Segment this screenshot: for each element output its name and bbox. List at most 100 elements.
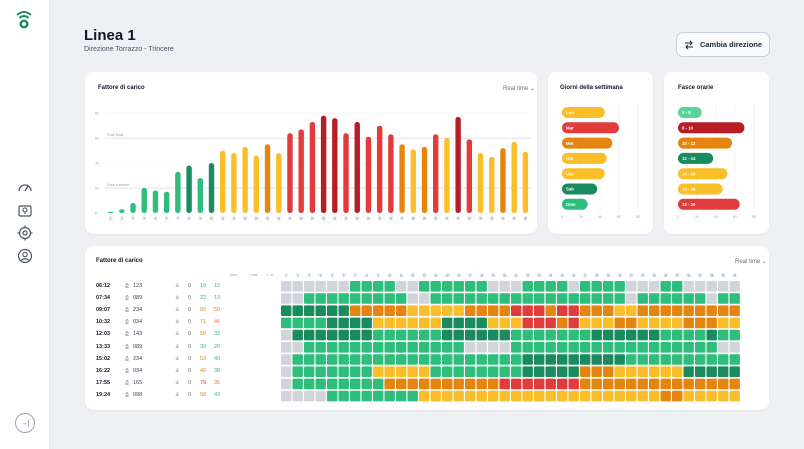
heatmap-cell: [511, 342, 522, 353]
heatmap-cell: [591, 390, 602, 402]
stop-label: 15: [446, 273, 449, 277]
max-load: 39: [200, 343, 207, 350]
change-direction-button[interactable]: Cambia direzione: [676, 32, 770, 57]
stop-marker: [287, 215, 293, 221]
load-bar: [421, 146, 428, 213]
heatmap-cell: [672, 305, 683, 316]
gauge-icon[interactable]: [16, 178, 34, 196]
load-bar: [320, 115, 327, 213]
stop-label: 7: [354, 273, 356, 277]
heatmap-cell: [637, 366, 648, 377]
stop-marker: [330, 272, 335, 278]
heatmap-cell: [453, 281, 464, 292]
passenger-icon: ♙: [175, 306, 180, 313]
heatmap-cell: [637, 342, 648, 353]
load-bar: [455, 116, 461, 213]
heatmap-cell: [522, 390, 533, 402]
heatmap-cell: [522, 317, 533, 329]
stop-label: 33: [468, 216, 471, 220]
load-factor-realtime-dropdown[interactable]: Real time ⌄: [503, 85, 535, 92]
page-title: Linea 1: [84, 27, 136, 44]
heatmap-cell: [384, 378, 395, 390]
stop-label: 29: [607, 273, 610, 277]
heatmap-cell: [350, 390, 361, 402]
column-header: pers.: [230, 273, 238, 277]
load-bar: [388, 134, 394, 213]
heatmap-cell: [637, 390, 648, 402]
stop-marker: [489, 215, 494, 221]
user-icon[interactable]: [16, 247, 34, 265]
heatmap-cell: [603, 305, 614, 316]
heatmap-cell: [499, 342, 510, 353]
x-tick-label: 20: [695, 215, 699, 219]
avg-load: 20: [214, 343, 221, 350]
stop-marker: [571, 272, 576, 278]
heatmap-cell: [603, 378, 614, 390]
bus-icon: ⎙: [125, 355, 130, 362]
heatmap-cell: [292, 329, 303, 341]
heatmap-cell: [419, 293, 430, 304]
heatmap-cell: [729, 281, 740, 292]
heatmap-cell: [304, 366, 315, 377]
heatmap-cell: [465, 342, 476, 353]
stop-marker: [422, 215, 427, 221]
heatmap-cell: [476, 329, 487, 341]
stop-marker: [537, 272, 542, 278]
heatmap-cell: [580, 342, 591, 353]
heatmap-cell: [315, 305, 326, 316]
stop-marker: [108, 215, 113, 221]
heatmap-cell: [419, 317, 430, 329]
heatmap-cell: [511, 305, 522, 316]
load-bar: [163, 191, 170, 213]
bus-icon: ⎙: [125, 294, 130, 301]
heatmap-cell: [568, 305, 579, 316]
max-load: 58: [200, 392, 207, 399]
stop-label: 21: [515, 273, 518, 277]
load-bar: [522, 151, 529, 213]
stop-marker: [709, 272, 714, 278]
heatmap-cell: [591, 342, 602, 353]
heatmap-cell: [614, 293, 625, 304]
heatmap-cell: [373, 317, 384, 329]
max-load: 80: [200, 306, 207, 313]
load-bar: [186, 165, 192, 213]
target-icon[interactable]: [16, 224, 34, 242]
stop-marker: [523, 215, 528, 221]
stop-label: 15: [266, 216, 269, 220]
stop-label: 31: [445, 216, 448, 220]
heatmap-cell: [660, 281, 671, 292]
stop-label: 4: [320, 273, 322, 277]
stop-marker: [410, 272, 415, 278]
heatmap-cell: [488, 342, 499, 353]
swap-arrows-icon: [684, 40, 693, 49]
heatmap-cell: [419, 342, 430, 353]
heatmap-cell: [568, 342, 579, 353]
heatmap-cell: [672, 281, 683, 292]
collapse-sidebar-button[interactable]: →|: [15, 413, 35, 433]
bar-label: 6 - 8: [682, 110, 691, 115]
realtime-label: Real time: [503, 86, 529, 92]
heatmap-cell: [488, 293, 499, 304]
stop-label: 35: [490, 216, 493, 220]
stop-label: 29: [423, 216, 426, 220]
heatmap-cell: [557, 354, 568, 365]
app-logo-icon[interactable]: [13, 9, 35, 31]
stop-label: 10: [388, 273, 391, 277]
heatmap-cell: [281, 354, 292, 365]
heatmap-cell: [396, 305, 407, 316]
heatmap-cell: [695, 317, 706, 329]
heatmap-cell: [534, 305, 545, 316]
load-bar: [287, 133, 293, 213]
heatmap-cell: [695, 342, 706, 353]
x-tick-label: 40: [598, 215, 602, 219]
bus-number: 234: [133, 355, 143, 362]
bus-number: 034: [133, 319, 143, 326]
stop-marker: [652, 272, 657, 278]
trip-time: 17:55: [96, 380, 111, 387]
trips-realtime-dropdown[interactable]: Real time ⌄: [735, 258, 767, 265]
heatmap-cell: [304, 342, 315, 353]
heatmap-cell: [465, 317, 476, 329]
map-icon[interactable]: [16, 201, 34, 219]
stop-label: 36: [502, 216, 505, 220]
heatmap-cell: [419, 281, 430, 292]
